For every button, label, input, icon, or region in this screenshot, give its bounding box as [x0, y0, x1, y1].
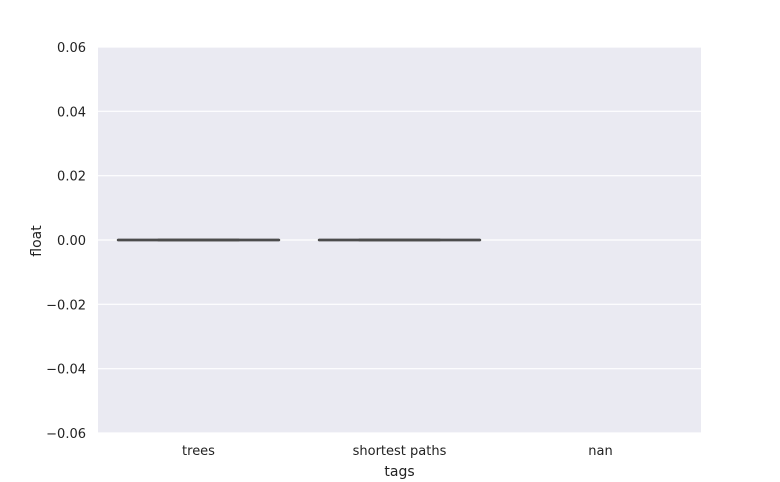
y-tick-label: 0.04	[57, 105, 86, 120]
y-tick-label: 0.02	[57, 170, 86, 185]
y-tick-label: −0.06	[46, 427, 86, 442]
x-axis-ticks: trees shortest paths nan	[182, 444, 613, 459]
y-tick-label: 0.06	[57, 41, 86, 56]
y-axis-ticks: 0.06 0.04 0.02 0.00 −0.02 −0.04 −0.06	[46, 41, 86, 442]
y-tick-label: −0.04	[46, 363, 86, 378]
x-tick-label: trees	[182, 444, 215, 459]
y-tick-label: −0.02	[46, 298, 86, 313]
y-tick-label: 0.00	[57, 234, 86, 249]
x-tick-label: nan	[588, 444, 612, 459]
x-tick-label: shortest paths	[353, 444, 447, 459]
y-axis-label: float	[29, 225, 45, 257]
x-axis-label: tags	[384, 464, 414, 480]
